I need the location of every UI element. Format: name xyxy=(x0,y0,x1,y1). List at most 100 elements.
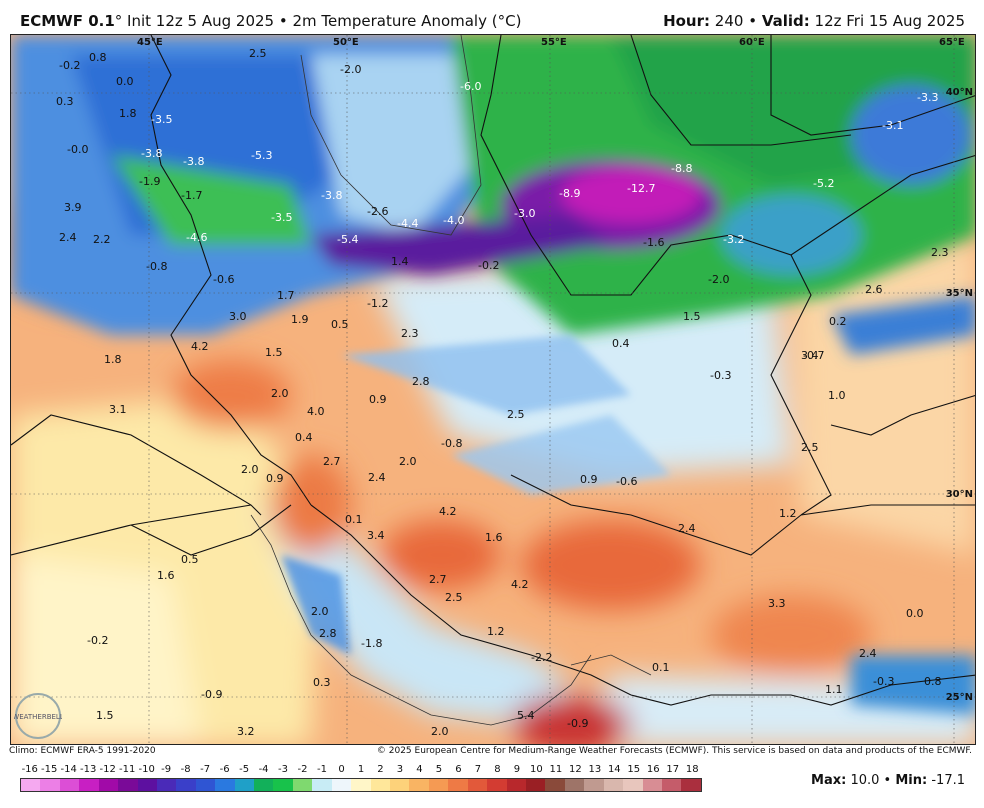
anomaly-value: -4.6 xyxy=(186,231,207,244)
colorbar-tick: -6 xyxy=(219,764,230,775)
max-value: 10.0 xyxy=(850,773,880,788)
anomaly-value: 3.4 xyxy=(367,529,385,542)
anomaly-value: 2.0 xyxy=(399,455,417,468)
colorbar-tick: 9 xyxy=(513,764,521,775)
colorbar-tick: 3 xyxy=(396,764,404,775)
anomaly-value: -4.4 xyxy=(397,217,418,230)
anomaly-value: -3.2 xyxy=(723,233,744,246)
anomaly-value: -4.0 xyxy=(443,214,464,227)
anomaly-value: 1.6 xyxy=(485,531,503,544)
anomaly-value: -0.9 xyxy=(201,688,222,701)
anomaly-value: 4.2 xyxy=(191,340,209,353)
anomaly-value: -3.8 xyxy=(321,189,342,202)
colorbar-swatch xyxy=(351,779,371,791)
anomaly-value: 2.4 xyxy=(59,231,77,244)
colorbar-swatch xyxy=(254,779,274,791)
anomaly-value: 2.7 xyxy=(429,573,447,586)
lat-label: 40°N xyxy=(946,87,973,98)
anomaly-value: 1.5 xyxy=(96,709,114,722)
init-time: Init 12z 5 Aug 2025 xyxy=(122,12,275,30)
climo-note: Climo: ECMWF ERA-5 1991-2020 xyxy=(9,746,156,756)
anomaly-value: -0.2 xyxy=(59,59,80,72)
anomaly-value: 2.8 xyxy=(319,627,337,640)
anomaly-value: -8.8 xyxy=(671,162,692,175)
colorbar-tick: 10 xyxy=(529,764,543,775)
colorbar-swatch xyxy=(564,779,585,791)
valid-date: 12z Fri 15 Aug 2025 xyxy=(814,12,965,30)
anomaly-value: 3.4 xyxy=(801,349,819,362)
colorbar-tick: -11 xyxy=(118,764,136,775)
logo-mark: WEATHERBELL xyxy=(12,693,64,739)
anomaly-value: 3.2 xyxy=(237,725,255,738)
anomaly-value: -0.3 xyxy=(873,675,894,688)
anomaly-value: 2.0 xyxy=(271,387,289,400)
colorbar-tick: 5 xyxy=(435,764,443,775)
anomaly-map[interactable]: 45°E 50°E 55°E 60°E 65°E 40°N 35°N 30°N 25°N -0… xyxy=(10,34,976,745)
anomaly-value: 2.0 xyxy=(311,605,329,618)
anomaly-value: -2.0 xyxy=(340,63,361,76)
colorbar-swatch xyxy=(584,779,604,791)
colorbar-tick: 8 xyxy=(494,764,501,775)
colorbar-tick: 16 xyxy=(646,764,660,775)
colorbar-swatch xyxy=(390,779,410,791)
colorbar-swatch xyxy=(642,779,662,791)
colorbar-swatch xyxy=(467,779,488,791)
anomaly-value: 4.2 xyxy=(511,578,529,591)
anomaly-value: -1.9 xyxy=(139,175,160,188)
colorbar-tick: -13 xyxy=(80,764,97,775)
anomaly-value: 3.9 xyxy=(64,201,82,214)
colorbar-swatch xyxy=(545,779,565,791)
anomaly-value: 1.4 xyxy=(391,255,409,268)
colorbar-swatch xyxy=(525,779,546,791)
model-name: ECMWF 0.1 xyxy=(20,12,115,30)
colorbar-swatch xyxy=(137,779,157,791)
colorbar-tick: 13 xyxy=(588,764,602,775)
anomaly-value: -5.2 xyxy=(813,177,834,190)
colorbar-tick: 14 xyxy=(607,764,621,775)
anomaly-value: 0.9 xyxy=(369,393,387,406)
lat-label: 25°N xyxy=(946,692,973,703)
anomaly-value: 1.2 xyxy=(779,507,797,520)
colorbar-swatch xyxy=(603,779,624,791)
anomaly-value: 1.6 xyxy=(157,569,175,582)
anomaly-value: 0.1 xyxy=(345,513,363,526)
anomaly-value: -5.4 xyxy=(337,233,358,246)
colorbar-tick: 0 xyxy=(338,764,345,775)
anomaly-value: 3.3 xyxy=(768,597,786,610)
anomaly-value: -3.8 xyxy=(141,147,162,160)
colorbar-tick: -3 xyxy=(278,764,289,775)
anomaly-value: 1.0 xyxy=(828,389,846,402)
anomaly-value: 2.5 xyxy=(445,591,463,604)
anomaly-value: -6.0 xyxy=(460,80,481,93)
anomaly-value: 1.8 xyxy=(119,107,137,120)
anomaly-value: 2.0 xyxy=(431,725,449,738)
anomaly-value: 1.2 xyxy=(487,625,505,638)
country-borders xyxy=(11,35,975,706)
colorbar-tick: 11 xyxy=(549,764,563,775)
anomaly-value: -0.2 xyxy=(478,259,499,272)
anomaly-value: -0.8 xyxy=(441,437,462,450)
colorbar-swatch xyxy=(40,779,60,791)
anomaly-value: -0.3 xyxy=(710,369,731,382)
anomaly-value: 0.3 xyxy=(313,676,331,689)
anomaly-value: -12.7 xyxy=(627,182,655,195)
lon-label: 45°E xyxy=(137,37,163,48)
anomaly-value: -3.3 xyxy=(917,91,938,104)
anomaly-value: 2.4 xyxy=(368,471,386,484)
anomaly-value: -3.8 xyxy=(183,155,204,168)
max-min: Max: 10.0 • Min: -17.1 xyxy=(811,773,965,788)
colorbar-tick: 12 xyxy=(568,764,582,775)
colorbar-swatch xyxy=(331,779,352,791)
anomaly-value: 0.3 xyxy=(56,95,74,108)
anomaly-value: -3.5 xyxy=(271,211,292,224)
anomaly-value: 1.9 xyxy=(291,313,309,326)
anomaly-value: -2.0 xyxy=(708,273,729,286)
anomaly-value: -0.8 xyxy=(146,260,167,273)
colorbar-swatch xyxy=(118,779,138,791)
logo-text: WEATHERBELL xyxy=(14,713,62,721)
anomaly-value: 0.5 xyxy=(331,318,349,331)
anomaly-value: 0.0 xyxy=(116,75,134,88)
colorbar-swatch xyxy=(79,779,99,791)
colorbar-swatch xyxy=(428,779,449,791)
colorbar-swatch xyxy=(98,779,119,791)
